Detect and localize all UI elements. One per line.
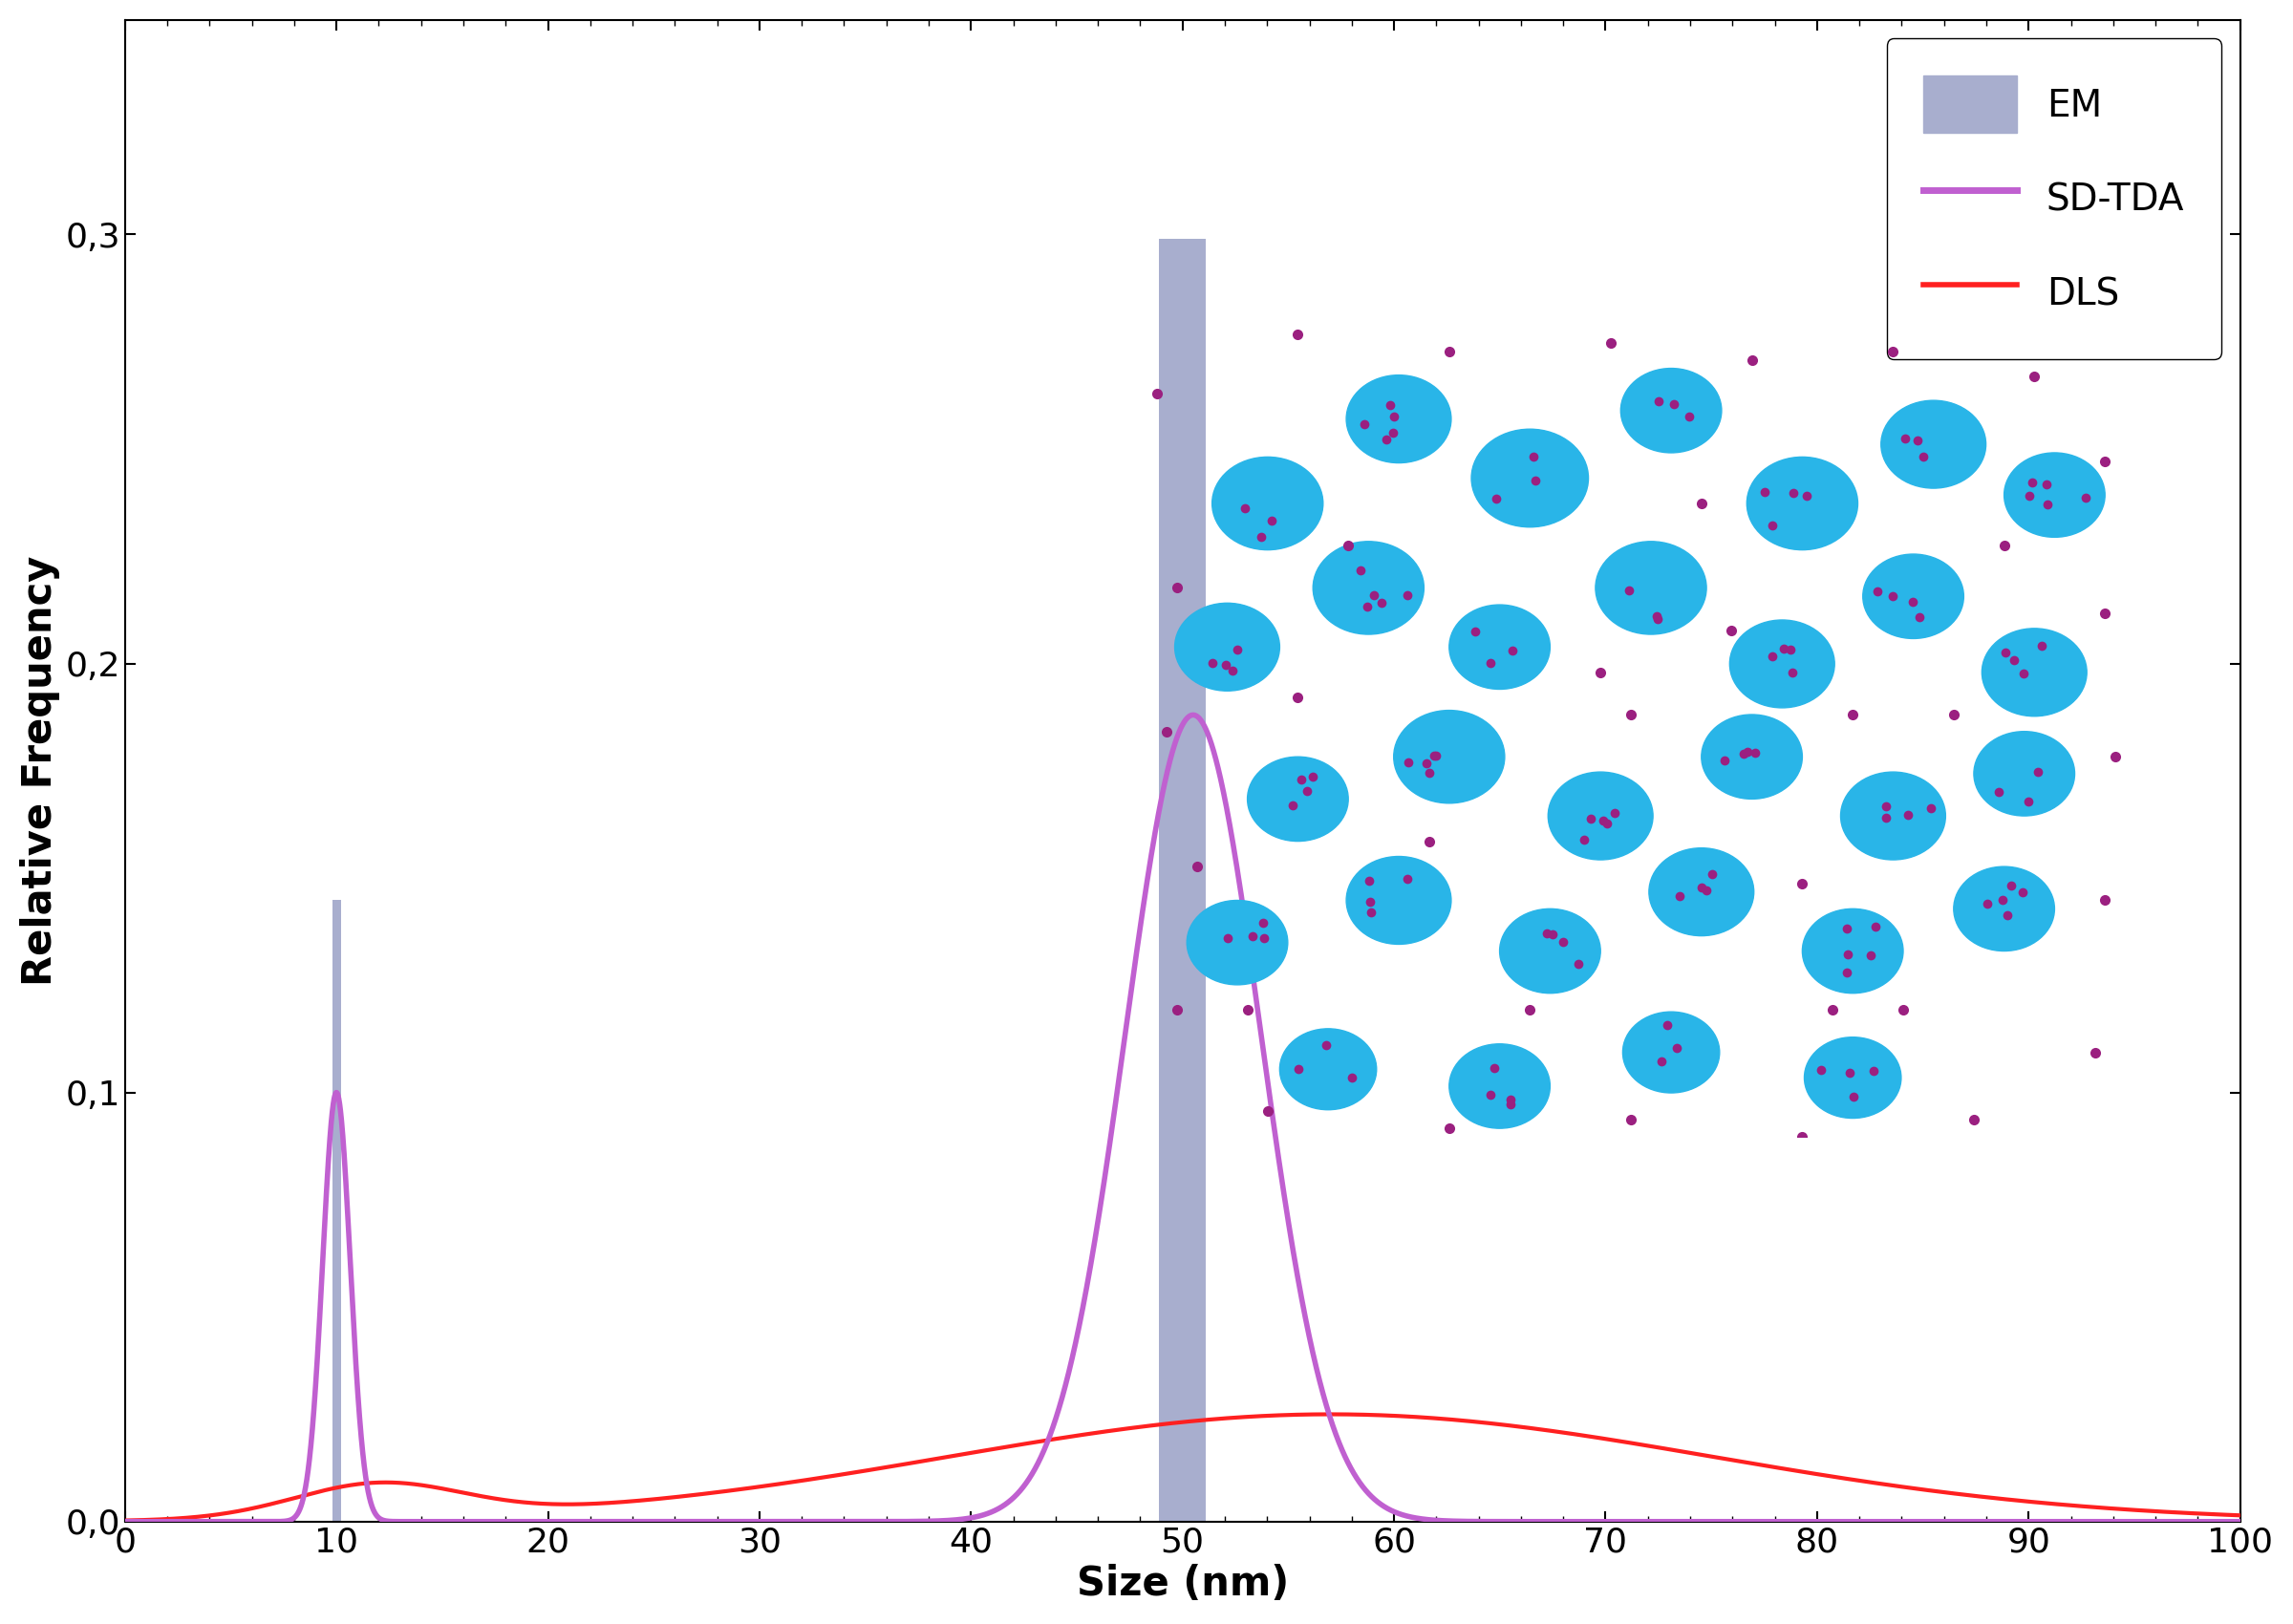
Circle shape — [1805, 1038, 1901, 1119]
Circle shape — [1880, 401, 1986, 489]
Circle shape — [1623, 1012, 1720, 1093]
Circle shape — [1862, 554, 1963, 638]
Circle shape — [1247, 757, 1348, 841]
Circle shape — [1954, 867, 2055, 952]
Circle shape — [2004, 453, 2105, 538]
Circle shape — [1649, 848, 1754, 935]
Circle shape — [1548, 771, 1653, 859]
Circle shape — [1981, 628, 2087, 716]
Circle shape — [1621, 369, 1722, 453]
Circle shape — [1841, 771, 1944, 859]
X-axis label: Size (nm): Size (nm) — [1075, 1564, 1289, 1605]
Circle shape — [1729, 620, 1834, 708]
Bar — [1160, 239, 1206, 1522]
Circle shape — [1472, 429, 1589, 528]
Circle shape — [1449, 1044, 1550, 1129]
Circle shape — [1174, 603, 1279, 690]
Circle shape — [1449, 604, 1550, 689]
Circle shape — [1394, 710, 1504, 804]
Circle shape — [1596, 541, 1706, 635]
Circle shape — [1346, 375, 1451, 463]
Circle shape — [1701, 715, 1802, 799]
Legend: EM, SD-TDA, DLS: EM, SD-TDA, DLS — [1887, 39, 2222, 359]
Circle shape — [1747, 456, 1857, 551]
Bar — [332, 900, 342, 1522]
Circle shape — [1314, 541, 1424, 635]
Circle shape — [1213, 456, 1323, 551]
Circle shape — [1974, 731, 2075, 815]
Circle shape — [1346, 856, 1451, 944]
Circle shape — [1279, 1028, 1376, 1109]
Circle shape — [1802, 909, 1903, 994]
Circle shape — [1188, 900, 1289, 984]
Circle shape — [1500, 909, 1601, 994]
Y-axis label: Relative Frequency: Relative Frequency — [21, 555, 60, 986]
